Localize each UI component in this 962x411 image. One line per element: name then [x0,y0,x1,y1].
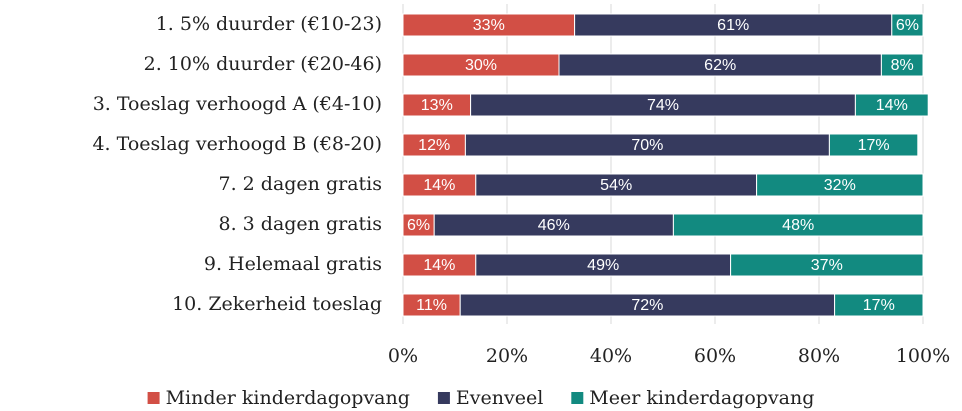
legend-swatch [437,392,450,404]
y-tick-label: 7. 2 dagen gratis [218,173,382,195]
value-label: 14% [423,257,455,274]
value-label: 17% [863,297,895,314]
value-label: 62% [704,57,736,74]
value-label: 12% [418,137,450,154]
x-tick-label: 60% [694,345,736,367]
bar-segment [854,93,929,117]
legend-swatch [147,392,160,404]
x-tick-label: 20% [486,345,528,367]
bar-segment [672,213,924,237]
value-label: 14% [423,177,455,194]
legend-label: Evenveel [456,387,543,409]
y-tick-label: 8. 3 dagen gratis [218,213,382,235]
legend-swatch [571,392,584,404]
x-tick-label: 0% [388,345,418,367]
value-label: 54% [600,177,632,194]
value-label: 17% [858,137,890,154]
value-label: 6% [896,17,919,34]
y-tick-label: 2. 10% duurder (€20-46) [144,53,382,75]
value-label: 61% [717,17,749,34]
bar-segment [828,133,919,157]
bar-segment [834,293,924,317]
value-label: 33% [473,17,505,34]
value-label: 30% [465,57,497,74]
legend: Minder kinderdagopvang Evenveel Meer kinde… [147,387,814,409]
value-label: 48% [782,217,814,234]
value-label: 14% [876,97,908,114]
value-label: 49% [587,257,619,274]
legend-label: Meer kinderdagopvang [589,387,814,409]
y-tick-label: 3. Toeslag verhoogd A (€4-10) [93,93,382,115]
x-tick-label: 40% [590,345,632,367]
x-tick-label: 100% [896,345,950,367]
value-label: 74% [647,97,679,114]
legend-label: Minder kinderdagopvang [166,387,410,409]
bar-segment [880,53,924,77]
value-label: 72% [631,297,663,314]
bar-segment [730,253,924,277]
value-label: 13% [421,97,453,114]
y-tick-label: 1. 5% duurder (€10-23) [156,13,382,35]
y-tick-label: 10. Zekerheid toeslag [172,293,382,315]
bar-segment [756,173,924,197]
value-label: 8% [891,57,914,74]
y-tick-label: 9. Helemaal gratis [204,253,382,275]
value-label: 11% [416,297,447,314]
value-label: 37% [811,257,843,274]
value-label: 70% [631,137,663,154]
value-label: 32% [824,177,856,194]
y-tick-label: 4. Toeslag verhoogd B (€8-20) [92,133,382,155]
value-label: 46% [538,217,570,234]
value-label: 6% [407,217,430,234]
bar-segment [891,13,924,37]
x-tick-label: 80% [798,345,840,367]
